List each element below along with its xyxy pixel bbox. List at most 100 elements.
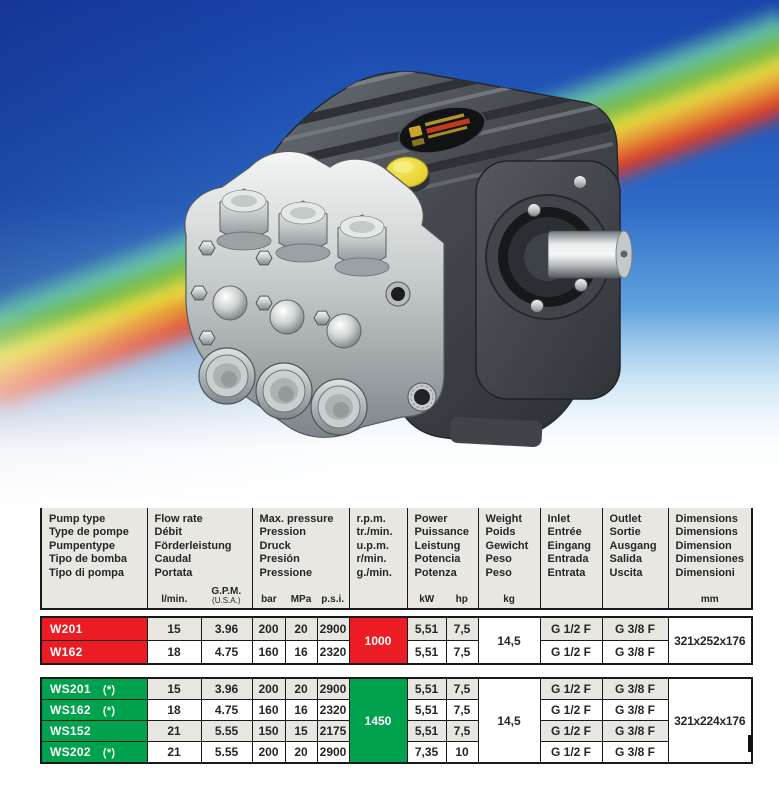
spec-table-header: Pump type Type de pompe Pumpentype Tipo … [40, 506, 754, 610]
table-cell: 7,5 [445, 699, 479, 721]
model-badge: WS202 (*) [40, 741, 148, 764]
dimensions-cell: 321x252x176 [667, 616, 753, 665]
table-cell: 18 [146, 699, 202, 721]
unit-psi: p.s.i. [321, 594, 345, 605]
header-dimensions: Dimensions Dimensions Dimension Dimensio… [667, 506, 753, 610]
table-row: WS202 (*) 21 5.55 200 20 2900 7,35 10 G 1… [40, 741, 752, 764]
table-cell: G 3/8 F [601, 640, 669, 665]
table-row: W201 15 3.96 200 20 2900 1000 5,51 7,5 1… [40, 616, 753, 665]
table-cell: 15 [284, 720, 318, 742]
table-cell: 200 [251, 677, 286, 700]
header-power: Power Puissance Leistung Potencia Potenz… [406, 506, 479, 610]
header-max-pressure: Max. pressure Pression Druck Presión Pre… [251, 506, 350, 610]
hex-nuts [190, 240, 331, 346]
table-cell: 2320 [316, 699, 350, 721]
registration-mark [748, 735, 752, 752]
table-cell: G 3/8 F [601, 741, 669, 764]
spec-group-1450rpm: WS201 (*) 15 3.96 200 20 2900 1450 5,51 7… [40, 677, 753, 764]
rpm-badge: 1000 [348, 616, 408, 665]
table-cell: G 1/2 F [539, 741, 603, 764]
header-weight: Weight Poids Gewicht Peso Peso kg [477, 506, 541, 610]
table-cell: 2900 [316, 616, 350, 641]
dimensions-cell: 321x224x176 [667, 677, 753, 764]
spec-table: Pump type Type de pompe Pumpentype Tipo … [40, 506, 754, 764]
unit-kg: kg [503, 594, 515, 605]
unit-hp: hp [455, 594, 468, 605]
table-cell: 16 [284, 640, 318, 665]
pump-bell-housing [475, 160, 633, 400]
table-cell: G 3/8 F [601, 720, 669, 742]
brand-label [398, 106, 486, 154]
table-cell: G 1/2 F [539, 720, 603, 742]
table-cell: 7,5 [445, 640, 479, 665]
inlet-port [385, 281, 411, 307]
pump-manifold [184, 150, 445, 438]
table-cell: 5,51 [406, 640, 447, 665]
table-cell: 15 [146, 616, 202, 641]
table-row: WS201 (*) 15 3.96 200 20 2900 1450 5,51 7… [40, 677, 753, 764]
spec-group-1000rpm: W201 15 3.96 200 20 2900 1000 5,51 7,5 1… [40, 616, 753, 665]
table-cell: 21 [146, 741, 202, 764]
table-cell: 5,51 [406, 720, 447, 742]
header-inlet: Inlet Entrée Eingang Entrada Entrata [539, 506, 603, 610]
unit-bar: bar [261, 594, 277, 605]
model-badge: W162 [40, 640, 148, 665]
table-cell: 21 [146, 720, 202, 742]
flange-bolts [527, 175, 588, 313]
table-cell: 3.96 [200, 616, 253, 641]
table-row: WS162 (*) 18 4.75 160 16 2320 5,51 7,5 G … [40, 699, 752, 721]
table-row: W162 18 4.75 160 16 2320 5,51 7,5 G 1/2 … [40, 640, 752, 665]
pump-foot [449, 417, 543, 447]
table-row: WS152 21 5.55 150 15 2175 5,51 7,5 G 1/2… [40, 720, 752, 742]
table-cell: 3.96 [200, 677, 253, 700]
header-pump-type: Pump type Type de pompe Pumpentype Tipo … [40, 506, 148, 610]
pump-image [184, 71, 633, 447]
table-cell: 5.55 [200, 720, 253, 742]
model-badge: WS201 (*) [40, 677, 148, 700]
table-cell: G 1/2 F [539, 699, 603, 721]
table-cell: G 3/8 F [601, 699, 669, 721]
table-cell: 20 [284, 616, 318, 641]
table-cell: 2900 [316, 677, 350, 700]
table-cell: 5.55 [200, 741, 253, 764]
pump-shaft [547, 230, 625, 279]
header-outlet: Outlet Sortie Ausgang Salida Uscita [601, 506, 669, 610]
table-cell: 200 [251, 741, 286, 764]
table-cell: 7,35 [406, 741, 447, 764]
model-badge: WS152 [40, 720, 148, 742]
unit-mm: mm [700, 594, 719, 605]
model-badge: W201 [40, 616, 148, 641]
outlet-port [407, 382, 437, 412]
table-cell: G 1/2 F [539, 616, 603, 641]
table-cell: 4.75 [200, 699, 253, 721]
table-cell: 20 [284, 677, 318, 700]
table-cell: 10 [445, 741, 479, 764]
table-cell: 2175 [316, 720, 350, 742]
table-cell: G 1/2 F [539, 677, 603, 700]
unit-mpa: MPa [290, 594, 312, 605]
unit-lmin: l/min. [161, 594, 188, 605]
table-cell: 4.75 [200, 640, 253, 665]
weight-cell: 14,5 [477, 616, 541, 665]
table-cell: 5,51 [406, 677, 447, 700]
table-cell: 7,5 [445, 677, 479, 700]
table-cell: G 1/2 F [539, 640, 603, 665]
table-cell: 2900 [316, 741, 350, 764]
pump-photo [0, 0, 779, 508]
table-cell: G 3/8 F [601, 677, 669, 700]
table-cell: G 3/8 F [601, 616, 669, 641]
model-badge: WS162 (*) [40, 699, 148, 721]
table-cell: 20 [284, 741, 318, 764]
cylinder-caps-bottom [198, 347, 368, 436]
table-cell: 200 [251, 616, 286, 641]
header-flow-rate: Flow rate Débit Förderleistung Caudal Po… [146, 506, 253, 610]
unit-gpm: G.P.M. (U.S.A.) [211, 586, 242, 606]
table-cell: 15 [146, 677, 202, 700]
weight-cell: 14,5 [477, 677, 541, 764]
piston-domes [212, 285, 362, 349]
valve-caps-top [216, 188, 390, 277]
table-cell: 160 [251, 640, 286, 665]
table-cell: 18 [146, 640, 202, 665]
table-cell: 2320 [316, 640, 350, 665]
